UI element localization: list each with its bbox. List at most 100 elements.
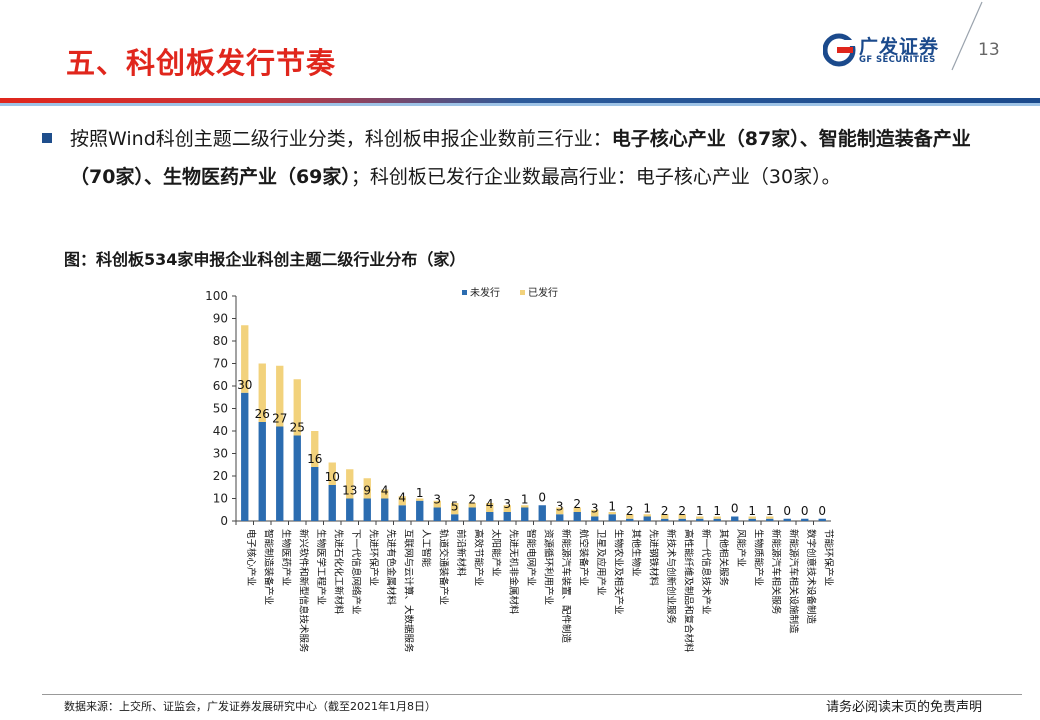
bar-not-issued — [486, 512, 494, 521]
x-tick-label: 先进环保产业 — [367, 529, 379, 586]
bar-issued — [381, 489, 389, 499]
bar-not-issued — [573, 512, 581, 521]
bar-issued — [468, 503, 476, 508]
figure-caption: 图：科创板534家申报企业科创主题二级行业分布（家） — [64, 250, 466, 269]
footer-divider — [42, 694, 1022, 695]
bar-issued — [451, 503, 459, 515]
x-tick-label: 新一代信息技术产业 — [700, 529, 712, 615]
bar-not-issued — [398, 505, 406, 521]
bar-issued — [258, 363, 266, 422]
bar-not-issued — [591, 516, 599, 521]
header-divider — [951, 1, 983, 71]
y-tick-label: 20 — [213, 469, 228, 483]
bar-not-issued — [311, 467, 319, 521]
data-label-issued: 4 — [486, 497, 494, 511]
y-tick-label: 80 — [213, 334, 228, 348]
data-label-issued: 4 — [381, 484, 389, 498]
data-label-issued: 16 — [307, 452, 322, 466]
bar-not-issued — [241, 392, 249, 521]
y-tick-label: 70 — [213, 357, 228, 371]
bar-not-issued — [328, 485, 336, 521]
bar-issued — [591, 509, 599, 517]
bar-not-issued — [801, 518, 809, 521]
data-label-issued: 5 — [451, 499, 459, 513]
bar-not-issued — [416, 500, 424, 521]
data-label-issued: 0 — [538, 490, 546, 504]
y-tick-label: 50 — [213, 402, 228, 416]
header-color-bar — [0, 98, 1040, 106]
summary-text-2: ；科创板已发行企业数最高行业：电子核心产业（30家）。 — [350, 166, 841, 188]
x-tick-label: 高效节能产业 — [472, 529, 484, 586]
legend-swatch-not-issued — [462, 290, 467, 295]
brand-name-en: GF SECURITIES — [859, 55, 936, 65]
x-tick-label: 卫星及应用产业 — [595, 529, 607, 596]
disclaimer-link[interactable]: 请务必阅读末页的免责声明 — [826, 700, 983, 715]
bar-issued — [696, 516, 704, 519]
data-label-issued: 1 — [766, 504, 774, 518]
data-label-issued: 3 — [591, 502, 599, 516]
bar-issued — [608, 512, 616, 515]
data-label-issued: 1 — [643, 502, 651, 516]
x-tick-label: 新能源汽车相关服务 — [770, 529, 782, 615]
data-label-issued: 1 — [713, 504, 721, 518]
data-label-issued: 9 — [363, 484, 371, 498]
bar-issued — [276, 365, 284, 427]
bar-not-issued — [783, 518, 791, 521]
data-label-issued: 1 — [748, 504, 756, 518]
bar-issued — [398, 496, 406, 506]
data-label-issued: 13 — [342, 484, 357, 498]
bar-not-issued — [363, 498, 371, 521]
bullet-icon — [42, 133, 52, 143]
data-label-issued: 1 — [696, 504, 704, 518]
bar-not-issued — [643, 516, 651, 521]
data-label-issued: 3 — [556, 499, 564, 513]
page-number: 13 — [978, 40, 1000, 60]
bar-issued — [293, 379, 301, 436]
y-tick-label: 60 — [213, 379, 228, 393]
bar-not-issued — [433, 507, 441, 521]
y-tick-label: 30 — [213, 447, 228, 461]
bar-not-issued — [556, 514, 564, 521]
gf-logo-icon — [823, 33, 856, 67]
x-tick-label: 太阳能产业 — [490, 529, 502, 577]
x-tick-label: 航空装备产业 — [577, 529, 589, 586]
x-tick-label: 轨道交通装备产业 — [437, 529, 449, 605]
bar-not-issued — [678, 518, 686, 521]
x-tick-label: 生物医药产业 — [280, 529, 292, 586]
bar-issued — [503, 505, 511, 512]
data-label-issued: 0 — [783, 504, 791, 518]
x-tick-label: 其他相关服务 — [717, 529, 729, 587]
industry-bar-chart: 010203040506070809010030电子核心产业26智能制造装备产业… — [205, 286, 834, 653]
bar-not-issued — [538, 505, 546, 521]
summary-text-1: 按照Wind科创主题二级行业分类，科创板申报企业数前三行业： — [70, 128, 612, 150]
x-tick-label: 其他生物业 — [630, 529, 642, 577]
data-label-issued: 1 — [608, 499, 616, 513]
bar-issued — [713, 516, 721, 519]
x-tick-label: 风能产业 — [735, 529, 747, 567]
y-tick-label: 40 — [213, 424, 228, 438]
data-label-issued: 25 — [290, 421, 305, 435]
x-tick-label: 新兴软件和新型信息技术服务 — [297, 529, 309, 653]
data-label-issued: 26 — [255, 407, 270, 421]
data-label-issued: 2 — [678, 504, 686, 518]
bar-not-issued — [661, 518, 669, 521]
x-tick-label: 生物医学工程产业 — [315, 529, 327, 605]
x-tick-label: 新能源汽车相关设施制造 — [787, 529, 799, 634]
x-tick-label: 先进有色金属材料 — [385, 529, 397, 606]
x-tick-label: 先进石化化工新材料 — [332, 529, 344, 615]
data-label-issued: 0 — [818, 504, 826, 518]
bar-not-issued — [503, 512, 511, 521]
bar-not-issued — [818, 518, 826, 521]
legend-label-not-issued: 未发行 — [470, 286, 500, 299]
x-tick-label: 智能电网产业 — [525, 529, 537, 586]
x-tick-label: 先进无机非金属材料 — [507, 529, 519, 615]
data-label-issued: 27 — [272, 412, 287, 426]
bar-not-issued — [696, 518, 704, 521]
bar-not-issued — [748, 518, 756, 521]
legend-swatch-issued — [520, 290, 525, 295]
data-label-issued: 1 — [521, 493, 529, 507]
bar-issued — [363, 478, 371, 499]
data-label-issued: 2 — [661, 504, 669, 518]
y-tick-label: 0 — [220, 514, 228, 528]
bar-not-issued — [608, 514, 616, 521]
